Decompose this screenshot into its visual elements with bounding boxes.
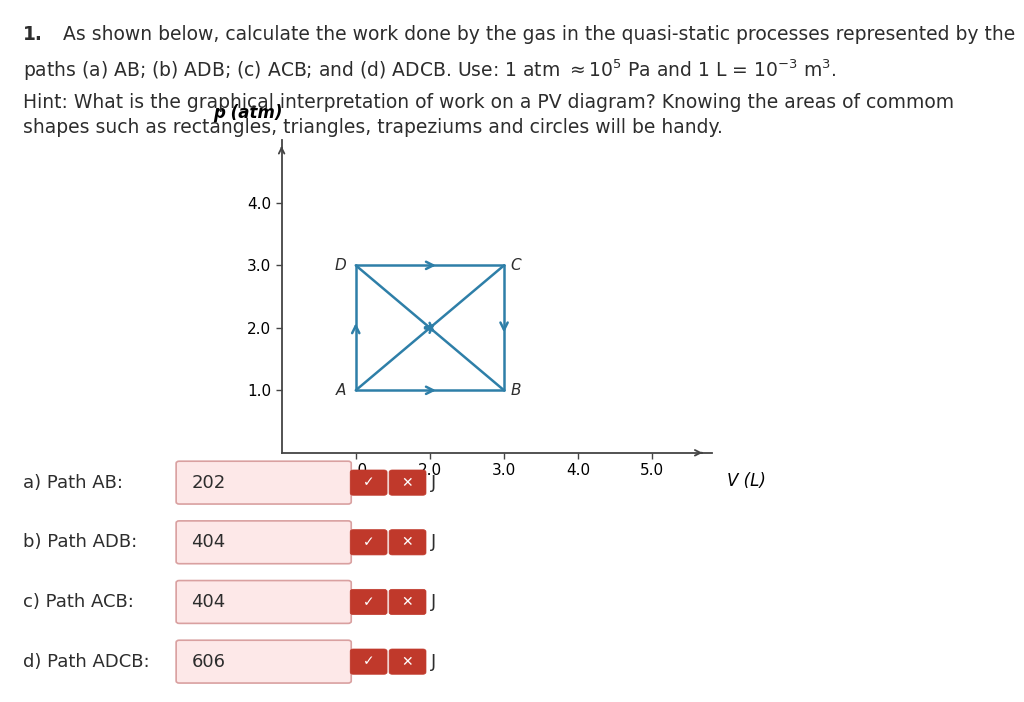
- Text: J: J: [431, 593, 436, 611]
- Text: ✕: ✕: [401, 476, 414, 489]
- Text: shapes such as rectangles, triangles, trapeziums and circles will be handy.: shapes such as rectangles, triangles, tr…: [23, 118, 722, 137]
- Text: ✓: ✓: [362, 655, 375, 668]
- Text: 1.: 1.: [23, 25, 42, 44]
- Text: ✕: ✕: [401, 655, 414, 668]
- Text: ✕: ✕: [401, 595, 414, 609]
- Text: ✓: ✓: [362, 595, 375, 609]
- Text: J: J: [431, 474, 436, 491]
- Text: J: J: [431, 653, 436, 670]
- Text: As shown below, calculate the work done by the gas in the quasi-static processes: As shown below, calculate the work done …: [63, 25, 1016, 44]
- Text: 606: 606: [191, 653, 225, 670]
- Text: A: A: [336, 383, 346, 398]
- Text: ✕: ✕: [401, 536, 414, 549]
- Text: 202: 202: [191, 474, 225, 491]
- Text: p (atm): p (atm): [213, 104, 283, 121]
- Text: 404: 404: [191, 534, 225, 551]
- Text: c) Path ACB:: c) Path ACB:: [23, 593, 133, 611]
- Text: ✓: ✓: [362, 476, 375, 489]
- Text: a) Path AB:: a) Path AB:: [23, 474, 123, 491]
- Text: paths (a) AB; (b) ADB; (c) ACB; and (d) ADCB. Use: 1 atm $\approx$10$^{5}$ Pa an: paths (a) AB; (b) ADB; (c) ACB; and (d) …: [23, 58, 836, 83]
- Text: B: B: [511, 383, 521, 398]
- Text: J: J: [431, 534, 436, 551]
- Text: 404: 404: [191, 593, 225, 611]
- Text: ✓: ✓: [362, 536, 375, 549]
- X-axis label: V (L): V (L): [727, 472, 766, 489]
- Text: b) Path ADB:: b) Path ADB:: [23, 534, 137, 551]
- Text: D: D: [335, 258, 346, 273]
- Text: C: C: [511, 258, 521, 273]
- Text: Hint: What is the graphical interpretation of work on a PV diagram? Knowing the : Hint: What is the graphical interpretati…: [23, 93, 953, 112]
- Text: d) Path ADCB:: d) Path ADCB:: [23, 653, 150, 670]
